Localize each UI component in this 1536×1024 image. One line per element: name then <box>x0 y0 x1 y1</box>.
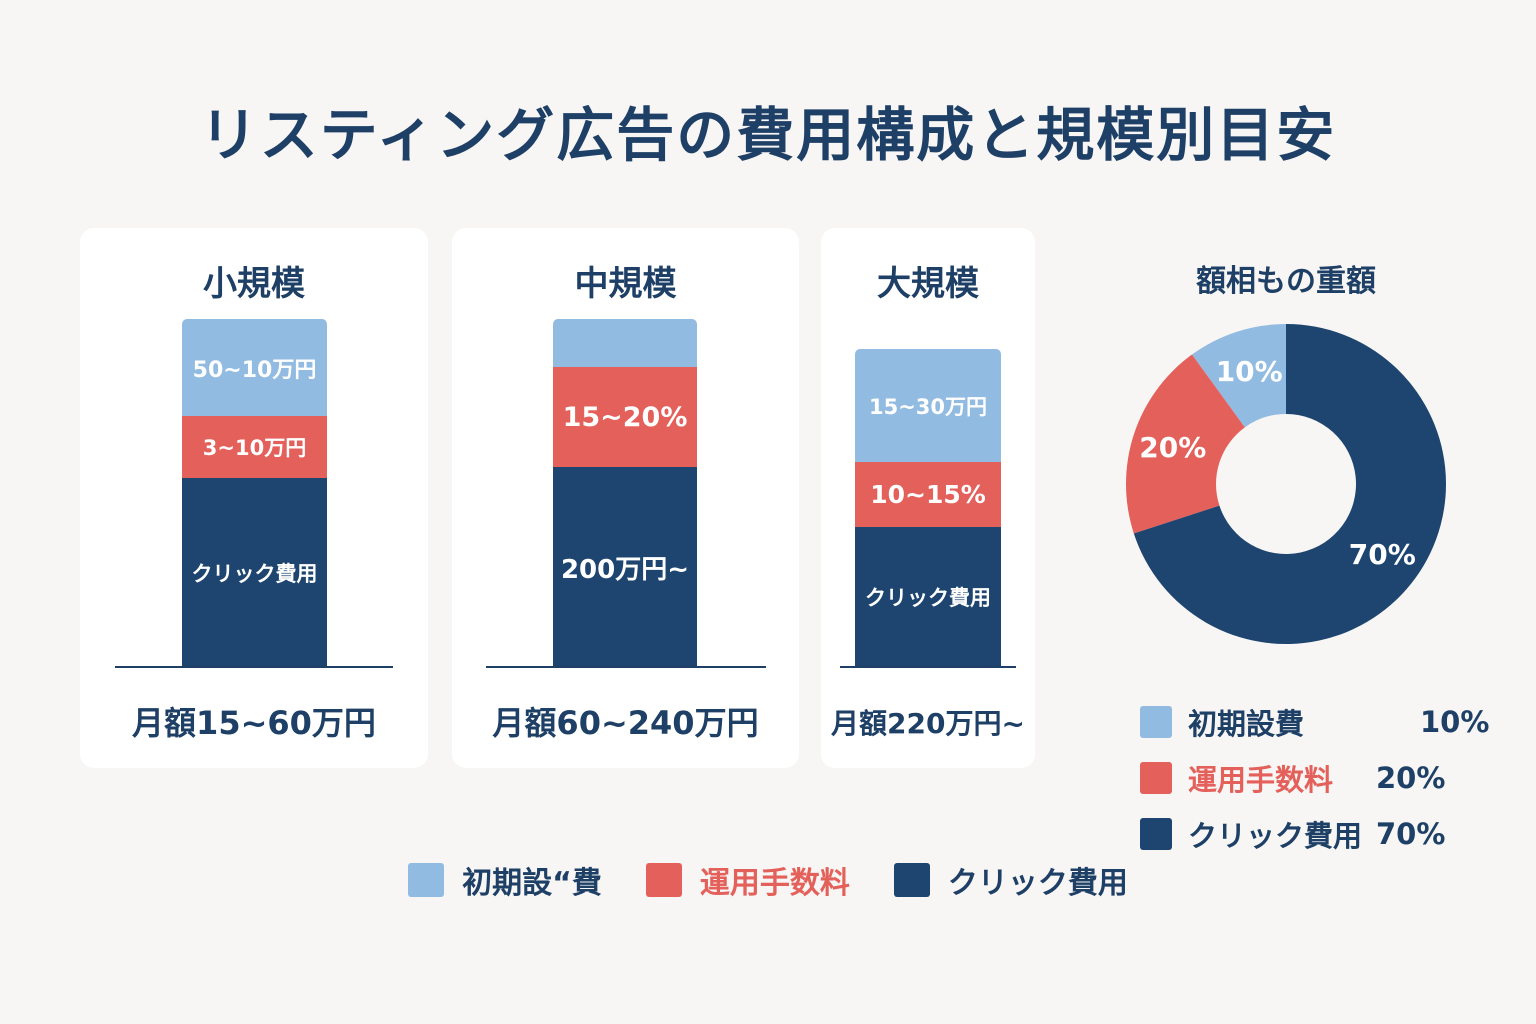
donut-slice-setup <box>1191 324 1286 428</box>
legend-label-click: クリック費用 <box>947 866 1128 901</box>
card-title-medium: 中規模 <box>574 264 677 304</box>
bar-small: 50~10万円 3~10万円 クリック費用 <box>182 319 327 667</box>
legend-item-setup: 初期設“費 <box>408 858 602 902</box>
pie-legend-row-setup: 初期設費 10% <box>1140 694 1489 750</box>
bar-small-setup: 50~10万円 <box>182 319 327 416</box>
card-title-large: 大規模 <box>877 264 979 304</box>
pie-legend-swatch-ops <box>1140 762 1172 794</box>
pie-legend-row-ops: 運用手数料 20% <box>1140 750 1489 806</box>
donut-label-ops: 20% <box>1139 431 1206 464</box>
baseline-medium <box>486 666 766 668</box>
donut-slice-click <box>1133 324 1446 644</box>
donut-chart: 10% 20% 70% <box>1126 324 1446 644</box>
bar-medium-setup <box>553 319 697 367</box>
bar-small-ops: 3~10万円 <box>182 416 327 478</box>
bar-large-click: クリック費用 <box>855 527 1001 667</box>
pie-legend-label-setup: 初期設費 <box>1188 707 1305 741</box>
pie-legend-swatch-click <box>1140 818 1172 850</box>
bar-medium: 15~20% 200万円~ <box>553 319 697 667</box>
total-large: 月額220万円~ <box>831 707 1025 740</box>
legend-bottom: 初期設“費 運用手数料 クリック費用 <box>0 858 1536 902</box>
legend-swatch-ops <box>645 863 682 897</box>
donut-label-setup: 10% <box>1216 355 1283 388</box>
pie-title: 額相もの重額 <box>1196 264 1376 299</box>
legend-item-ops: 運用手数料 <box>645 858 850 902</box>
pie-legend-value-setup: 10% <box>1420 705 1490 739</box>
bar-medium-ops: 15~20% <box>553 367 697 467</box>
bar-medium-click: 200万円~ <box>553 467 697 667</box>
page-title: リスティング広告の費用構成と規模別目安 <box>199 101 1337 169</box>
baseline-small <box>115 666 393 668</box>
pie-legend-value-ops: 20% <box>1376 761 1446 795</box>
pie-legend-value-click: 70% <box>1376 817 1446 851</box>
bar-large: 15~30万円 10~15% クリック費用 <box>855 349 1001 667</box>
pie-legend-row-click: クリック費用 70% <box>1140 806 1489 862</box>
pie-legend-label-click: クリック費用 <box>1188 819 1363 853</box>
legend-label-setup: 初期設“費 <box>462 866 602 901</box>
legend-swatch-click <box>893 863 930 897</box>
pie-legend-swatch-setup <box>1140 706 1172 738</box>
card-title-small: 小規模 <box>203 264 305 304</box>
donut-slice-ops <box>1126 354 1245 534</box>
bar-large-ops: 10~15% <box>855 462 1001 527</box>
legend-label-ops: 運用手数料 <box>699 866 850 901</box>
baseline-large <box>840 666 1016 668</box>
bar-large-setup: 15~30万円 <box>855 349 1001 462</box>
legend-item-click: クリック費用 <box>893 858 1128 902</box>
total-small: 月額15~60万円 <box>132 704 376 742</box>
pie-legend-label-ops: 運用手数料 <box>1188 763 1334 797</box>
legend-swatch-setup <box>408 863 445 897</box>
bar-small-click: クリック費用 <box>182 478 327 667</box>
total-medium: 月額60~240万円 <box>492 704 759 742</box>
donut-label-click: 70% <box>1349 538 1416 571</box>
pie-legend: 初期設費 10% 運用手数料 20% クリック費用 70% <box>1140 694 1489 862</box>
